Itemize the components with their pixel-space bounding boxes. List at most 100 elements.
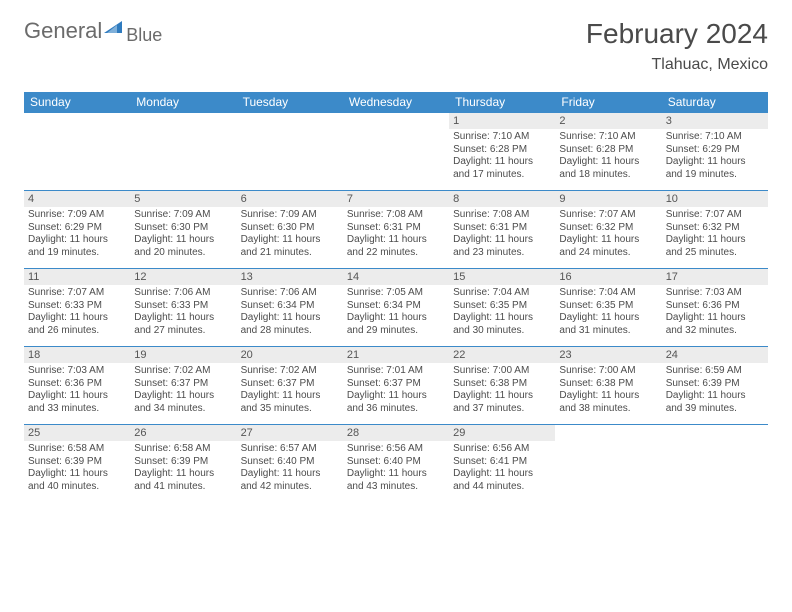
day-detail: Sunrise: 7:08 AMSunset: 6:31 PMDaylight:… — [343, 207, 449, 261]
calendar-day-cell: 4Sunrise: 7:09 AMSunset: 6:29 PMDaylight… — [24, 191, 130, 269]
day-detail: Sunrise: 7:07 AMSunset: 6:33 PMDaylight:… — [24, 285, 130, 339]
day-number: 16 — [555, 269, 661, 285]
day-detail: Sunrise: 7:05 AMSunset: 6:34 PMDaylight:… — [343, 285, 449, 339]
day-detail: Sunrise: 6:57 AMSunset: 6:40 PMDaylight:… — [237, 441, 343, 495]
calendar-day-cell: 3Sunrise: 7:10 AMSunset: 6:29 PMDaylight… — [662, 113, 768, 191]
day-detail: Sunrise: 7:09 AMSunset: 6:29 PMDaylight:… — [24, 207, 130, 261]
calendar-day-cell: 20Sunrise: 7:02 AMSunset: 6:37 PMDayligh… — [237, 347, 343, 425]
logo-triangle-icon — [104, 19, 122, 33]
day-detail: Sunrise: 7:03 AMSunset: 6:36 PMDaylight:… — [24, 363, 130, 417]
calendar-day-cell: 24Sunrise: 6:59 AMSunset: 6:39 PMDayligh… — [662, 347, 768, 425]
calendar-day-cell — [130, 113, 236, 191]
day-number: 5 — [130, 191, 236, 207]
day-number: 1 — [449, 113, 555, 129]
month-title: February 2024 — [586, 18, 768, 50]
day-header: Saturday — [662, 92, 768, 113]
calendar-week-row: 18Sunrise: 7:03 AMSunset: 6:36 PMDayligh… — [24, 347, 768, 425]
day-number: 9 — [555, 191, 661, 207]
day-detail: Sunrise: 7:09 AMSunset: 6:30 PMDaylight:… — [237, 207, 343, 261]
calendar-day-cell: 14Sunrise: 7:05 AMSunset: 6:34 PMDayligh… — [343, 269, 449, 347]
calendar-day-cell — [24, 113, 130, 191]
calendar-day-cell: 27Sunrise: 6:57 AMSunset: 6:40 PMDayligh… — [237, 425, 343, 503]
day-number: 6 — [237, 191, 343, 207]
day-number: 29 — [449, 425, 555, 441]
day-number: 18 — [24, 347, 130, 363]
day-number: 15 — [449, 269, 555, 285]
title-block: February 2024 Tlahuac, Mexico — [586, 18, 768, 74]
day-detail: Sunrise: 7:04 AMSunset: 6:35 PMDaylight:… — [555, 285, 661, 339]
location-text: Tlahuac, Mexico — [586, 56, 768, 74]
day-detail: Sunrise: 7:09 AMSunset: 6:30 PMDaylight:… — [130, 207, 236, 261]
calendar-day-cell: 8Sunrise: 7:08 AMSunset: 6:31 PMDaylight… — [449, 191, 555, 269]
calendar-week-row: 1Sunrise: 7:10 AMSunset: 6:28 PMDaylight… — [24, 113, 768, 191]
day-detail: Sunrise: 7:01 AMSunset: 6:37 PMDaylight:… — [343, 363, 449, 417]
calendar-day-cell: 13Sunrise: 7:06 AMSunset: 6:34 PMDayligh… — [237, 269, 343, 347]
calendar-day-cell: 11Sunrise: 7:07 AMSunset: 6:33 PMDayligh… — [24, 269, 130, 347]
day-detail: Sunrise: 7:10 AMSunset: 6:28 PMDaylight:… — [449, 129, 555, 183]
day-detail: Sunrise: 6:56 AMSunset: 6:41 PMDaylight:… — [449, 441, 555, 495]
logo-word2: Blue — [126, 25, 162, 46]
day-header: Sunday — [24, 92, 130, 113]
calendar-day-cell: 15Sunrise: 7:04 AMSunset: 6:35 PMDayligh… — [449, 269, 555, 347]
day-detail: Sunrise: 7:10 AMSunset: 6:29 PMDaylight:… — [662, 129, 768, 183]
day-number: 26 — [130, 425, 236, 441]
calendar-day-cell: 28Sunrise: 6:56 AMSunset: 6:40 PMDayligh… — [343, 425, 449, 503]
day-detail: Sunrise: 6:58 AMSunset: 6:39 PMDaylight:… — [130, 441, 236, 495]
calendar-day-cell: 10Sunrise: 7:07 AMSunset: 6:32 PMDayligh… — [662, 191, 768, 269]
day-detail: Sunrise: 6:58 AMSunset: 6:39 PMDaylight:… — [24, 441, 130, 495]
calendar-table: SundayMondayTuesdayWednesdayThursdayFrid… — [24, 92, 768, 503]
day-detail: Sunrise: 7:00 AMSunset: 6:38 PMDaylight:… — [449, 363, 555, 417]
day-number: 27 — [237, 425, 343, 441]
day-number: 22 — [449, 347, 555, 363]
calendar-day-cell: 19Sunrise: 7:02 AMSunset: 6:37 PMDayligh… — [130, 347, 236, 425]
calendar-day-cell: 26Sunrise: 6:58 AMSunset: 6:39 PMDayligh… — [130, 425, 236, 503]
day-number: 21 — [343, 347, 449, 363]
day-header: Monday — [130, 92, 236, 113]
calendar-day-cell — [555, 425, 661, 503]
calendar-day-cell — [343, 113, 449, 191]
calendar-day-cell: 25Sunrise: 6:58 AMSunset: 6:39 PMDayligh… — [24, 425, 130, 503]
calendar-day-cell: 6Sunrise: 7:09 AMSunset: 6:30 PMDaylight… — [237, 191, 343, 269]
calendar-body: 1Sunrise: 7:10 AMSunset: 6:28 PMDaylight… — [24, 113, 768, 503]
calendar-day-cell: 9Sunrise: 7:07 AMSunset: 6:32 PMDaylight… — [555, 191, 661, 269]
day-number: 7 — [343, 191, 449, 207]
calendar-header-row: SundayMondayTuesdayWednesdayThursdayFrid… — [24, 92, 768, 113]
day-number: 19 — [130, 347, 236, 363]
calendar-day-cell: 18Sunrise: 7:03 AMSunset: 6:36 PMDayligh… — [24, 347, 130, 425]
day-number: 3 — [662, 113, 768, 129]
day-detail: Sunrise: 7:02 AMSunset: 6:37 PMDaylight:… — [130, 363, 236, 417]
day-number: 8 — [449, 191, 555, 207]
day-number: 2 — [555, 113, 661, 129]
header: General Blue February 2024 Tlahuac, Mexi… — [0, 0, 792, 78]
day-number: 4 — [24, 191, 130, 207]
day-number: 13 — [237, 269, 343, 285]
calendar-week-row: 11Sunrise: 7:07 AMSunset: 6:33 PMDayligh… — [24, 269, 768, 347]
day-number: 20 — [237, 347, 343, 363]
day-detail: Sunrise: 7:10 AMSunset: 6:28 PMDaylight:… — [555, 129, 661, 183]
day-detail: Sunrise: 7:03 AMSunset: 6:36 PMDaylight:… — [662, 285, 768, 339]
day-detail: Sunrise: 7:04 AMSunset: 6:35 PMDaylight:… — [449, 285, 555, 339]
calendar-day-cell: 7Sunrise: 7:08 AMSunset: 6:31 PMDaylight… — [343, 191, 449, 269]
day-detail: Sunrise: 6:59 AMSunset: 6:39 PMDaylight:… — [662, 363, 768, 417]
calendar-day-cell: 16Sunrise: 7:04 AMSunset: 6:35 PMDayligh… — [555, 269, 661, 347]
day-number: 24 — [662, 347, 768, 363]
calendar-week-row: 25Sunrise: 6:58 AMSunset: 6:39 PMDayligh… — [24, 425, 768, 503]
day-detail: Sunrise: 7:02 AMSunset: 6:37 PMDaylight:… — [237, 363, 343, 417]
day-number: 10 — [662, 191, 768, 207]
calendar-day-cell: 17Sunrise: 7:03 AMSunset: 6:36 PMDayligh… — [662, 269, 768, 347]
day-header: Tuesday — [237, 92, 343, 113]
day-detail: Sunrise: 7:00 AMSunset: 6:38 PMDaylight:… — [555, 363, 661, 417]
logo: General Blue — [24, 18, 162, 44]
day-detail: Sunrise: 7:07 AMSunset: 6:32 PMDaylight:… — [662, 207, 768, 261]
day-detail: Sunrise: 7:06 AMSunset: 6:33 PMDaylight:… — [130, 285, 236, 339]
day-number: 17 — [662, 269, 768, 285]
calendar-day-cell: 21Sunrise: 7:01 AMSunset: 6:37 PMDayligh… — [343, 347, 449, 425]
day-detail: Sunrise: 7:06 AMSunset: 6:34 PMDaylight:… — [237, 285, 343, 339]
calendar-day-cell: 5Sunrise: 7:09 AMSunset: 6:30 PMDaylight… — [130, 191, 236, 269]
calendar-day-cell: 12Sunrise: 7:06 AMSunset: 6:33 PMDayligh… — [130, 269, 236, 347]
calendar-day-cell — [662, 425, 768, 503]
day-number: 28 — [343, 425, 449, 441]
calendar-day-cell: 2Sunrise: 7:10 AMSunset: 6:28 PMDaylight… — [555, 113, 661, 191]
day-number: 11 — [24, 269, 130, 285]
day-detail: Sunrise: 6:56 AMSunset: 6:40 PMDaylight:… — [343, 441, 449, 495]
